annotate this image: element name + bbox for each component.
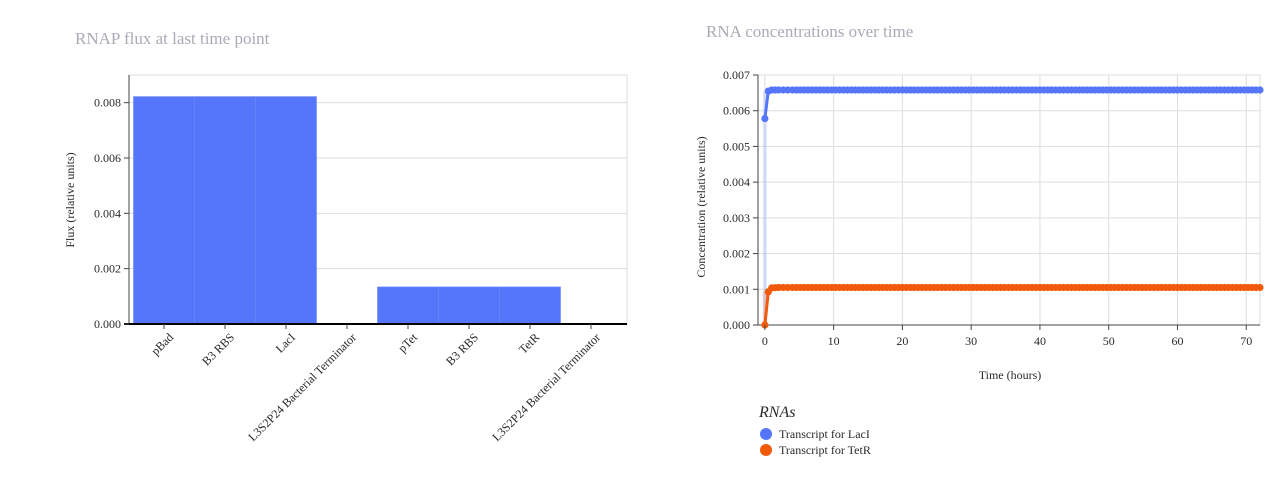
line-x-tick-label: 0: [762, 334, 768, 348]
legend-entry-label: Transcript for LacI: [779, 427, 870, 441]
series-line: [763, 286, 1260, 326]
line-y-tick-label: 0.006: [723, 104, 750, 118]
line-y-tick-label: 0.001: [723, 282, 750, 296]
line-chart-x-axis-label: Time (hours): [979, 368, 1042, 382]
bar-x-tick-label: pTet: [395, 330, 420, 355]
line-y-tick-label: 0.007: [723, 68, 750, 82]
line-y-tick-label: 0.004: [723, 175, 750, 189]
bar: [377, 286, 439, 325]
line-x-tick-label: 70: [1240, 334, 1252, 348]
bar-y-tick-label: 0.004: [94, 206, 121, 220]
series-point: [1256, 86, 1264, 94]
bar-y-tick-label: 0.008: [94, 96, 121, 110]
bar: [255, 96, 317, 325]
bar-chart-y-axis-label: Flux (relative units): [63, 152, 77, 247]
series-shade: [762, 91, 767, 325]
line-y-tick-label: 0.002: [723, 247, 750, 261]
line-y-tick-label: 0.003: [723, 211, 750, 225]
line-chart-axes: [757, 75, 1260, 326]
bar-x-tick-label: pBad: [148, 330, 176, 358]
legend-title: RNAs: [758, 404, 795, 421]
line-y-tick-label: 0.005: [723, 139, 750, 153]
line-x-tick-label: 50: [1103, 334, 1115, 348]
series-line: [763, 88, 1260, 119]
bar-chart: RNAP flux at last time point 0.0000.0020…: [63, 29, 628, 444]
series-shade: [762, 291, 767, 325]
bar-chart-bars: [133, 96, 561, 325]
bar-chart-axes: [124, 75, 627, 325]
line-series-2: [761, 283, 1264, 329]
bar: [499, 286, 561, 325]
legend-swatch: [760, 444, 772, 456]
legend-entry-label: Transcript for TetR: [779, 443, 871, 457]
line-x-tick-label: 30: [965, 334, 977, 348]
bar-x-tick-label: TetR: [516, 330, 542, 356]
bar-x-tick-label: L3S2P24 Bacterial Terminator: [245, 330, 359, 444]
legend-swatch: [760, 428, 772, 440]
line-chart: RNA concentrations over time 0.0000.0010…: [694, 22, 1264, 457]
bar-x-tick-label: LacI: [273, 330, 298, 355]
line-x-tick-label: 60: [1171, 334, 1183, 348]
line-chart-x-ticks: 0 10 20 30 40 50 60 70: [762, 325, 1252, 348]
line-chart-y-ticks: 0.000 0.001 0.002 0.003 0.004 0.005 0.006 0.007: [723, 68, 758, 332]
bar-x-tick-label: L3S2P24 Bacterial Terminator: [489, 330, 603, 444]
bar-chart-title: RNAP flux at last time point: [75, 29, 270, 48]
bar-y-tick-label: 0.002: [94, 262, 121, 276]
bar: [194, 96, 256, 325]
line-chart-legend: RNAs Transcript for LacI Transcript for T…: [758, 404, 871, 457]
line-chart-y-axis-label: Concentration (relative units): [694, 136, 708, 277]
bar-y-tick-label: 0.000: [94, 317, 121, 331]
bar-x-tick-label: B3 RBS: [199, 330, 237, 368]
series-point: [761, 114, 769, 123]
bar-y-tick-label: 0.006: [94, 151, 121, 165]
bar: [133, 96, 195, 325]
bar-chart-y-ticks: 0.000 0.002 0.004 0.006 0.008: [94, 96, 129, 331]
line-x-tick-label: 10: [828, 334, 840, 348]
series-point: [1256, 283, 1264, 292]
bar: [438, 286, 500, 325]
line-x-tick-label: 20: [896, 334, 908, 348]
line-chart-title: RNA concentrations over time: [706, 22, 913, 41]
line-y-tick-label: 0.000: [723, 318, 750, 332]
line-x-tick-label: 40: [1034, 334, 1046, 348]
line-chart-series: [761, 86, 1264, 329]
bar-x-tick-label: B3 RBS: [443, 330, 481, 368]
line-series-1: [761, 86, 1264, 325]
